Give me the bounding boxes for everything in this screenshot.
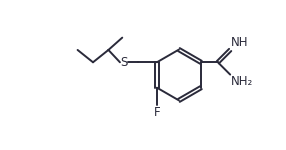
Text: NH₂: NH₂	[231, 75, 253, 88]
Text: NH: NH	[231, 36, 249, 49]
Text: F: F	[154, 106, 160, 119]
Text: S: S	[120, 56, 128, 69]
